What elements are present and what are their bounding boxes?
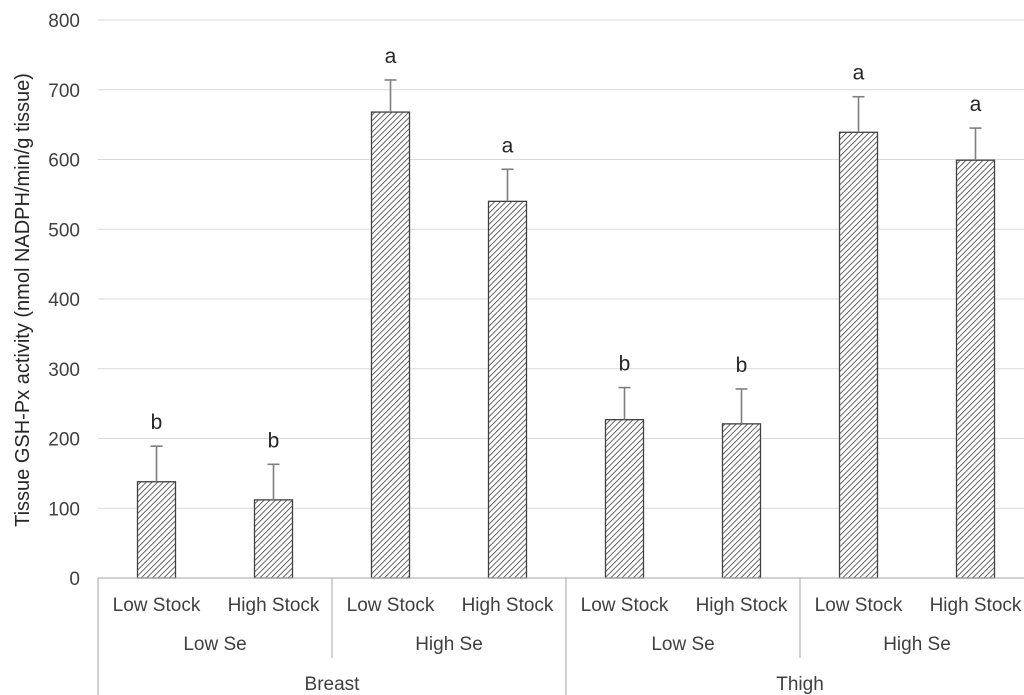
bar	[838, 131, 879, 579]
bar	[136, 481, 177, 579]
x-tick-label: Low Stock	[815, 595, 903, 616]
bar	[721, 423, 762, 579]
group-label-level2: High Se	[415, 634, 483, 655]
significance-letter: b	[151, 411, 163, 434]
y-tick-label: 700	[48, 81, 80, 102]
gridlines	[98, 19, 1024, 509]
significance-letter: a	[970, 93, 982, 116]
bar	[604, 419, 645, 579]
y-tick-label: 500	[48, 220, 80, 241]
bar	[487, 200, 528, 579]
x-tick-label: High Stock	[228, 595, 320, 616]
x-tick-label: Low Stock	[347, 595, 435, 616]
bar	[370, 111, 411, 579]
y-axis: 0 100 200 300 400 500 600 700 800	[48, 11, 80, 590]
group-label-level1: Breast	[305, 674, 361, 695]
significance-letter: b	[619, 353, 631, 376]
y-tick-label: 100	[48, 499, 80, 520]
significance-letter: b	[268, 429, 280, 452]
group-label-level2: High Se	[883, 634, 951, 655]
group-label-level2: Low Se	[183, 634, 246, 655]
x-tick-label: High Stock	[462, 595, 554, 616]
bar	[955, 159, 996, 579]
y-tick-label: 300	[48, 360, 80, 381]
group-label-level2: Low Se	[651, 634, 714, 655]
group-label-level1: Thigh	[776, 674, 824, 695]
y-axis-label: Tissue GSH-Px activity (nmol NADPH/min/g…	[12, 73, 34, 527]
significance-letter: a	[853, 62, 865, 85]
x-tick-label: Low Stock	[113, 595, 201, 616]
bar	[253, 499, 294, 579]
significance-letter: a	[502, 134, 514, 157]
y-tick-label: 800	[48, 11, 80, 32]
x-tick-label: Low Stock	[581, 595, 669, 616]
y-tick-label: 0	[69, 569, 80, 590]
x-tick-label: High Stock	[696, 595, 788, 616]
significance-letter: b	[736, 354, 748, 377]
x-tick-label: High Stock	[930, 595, 1022, 616]
y-tick-label: 200	[48, 430, 80, 451]
x-axis: Low Stock High Stock Low Stock High Stock Lo…	[97, 577, 1024, 695]
y-tick-label: 400	[48, 290, 80, 311]
significance-letter: a	[385, 45, 397, 68]
bars: b b a a b b a a	[136, 45, 996, 579]
y-tick-label: 600	[48, 151, 80, 172]
